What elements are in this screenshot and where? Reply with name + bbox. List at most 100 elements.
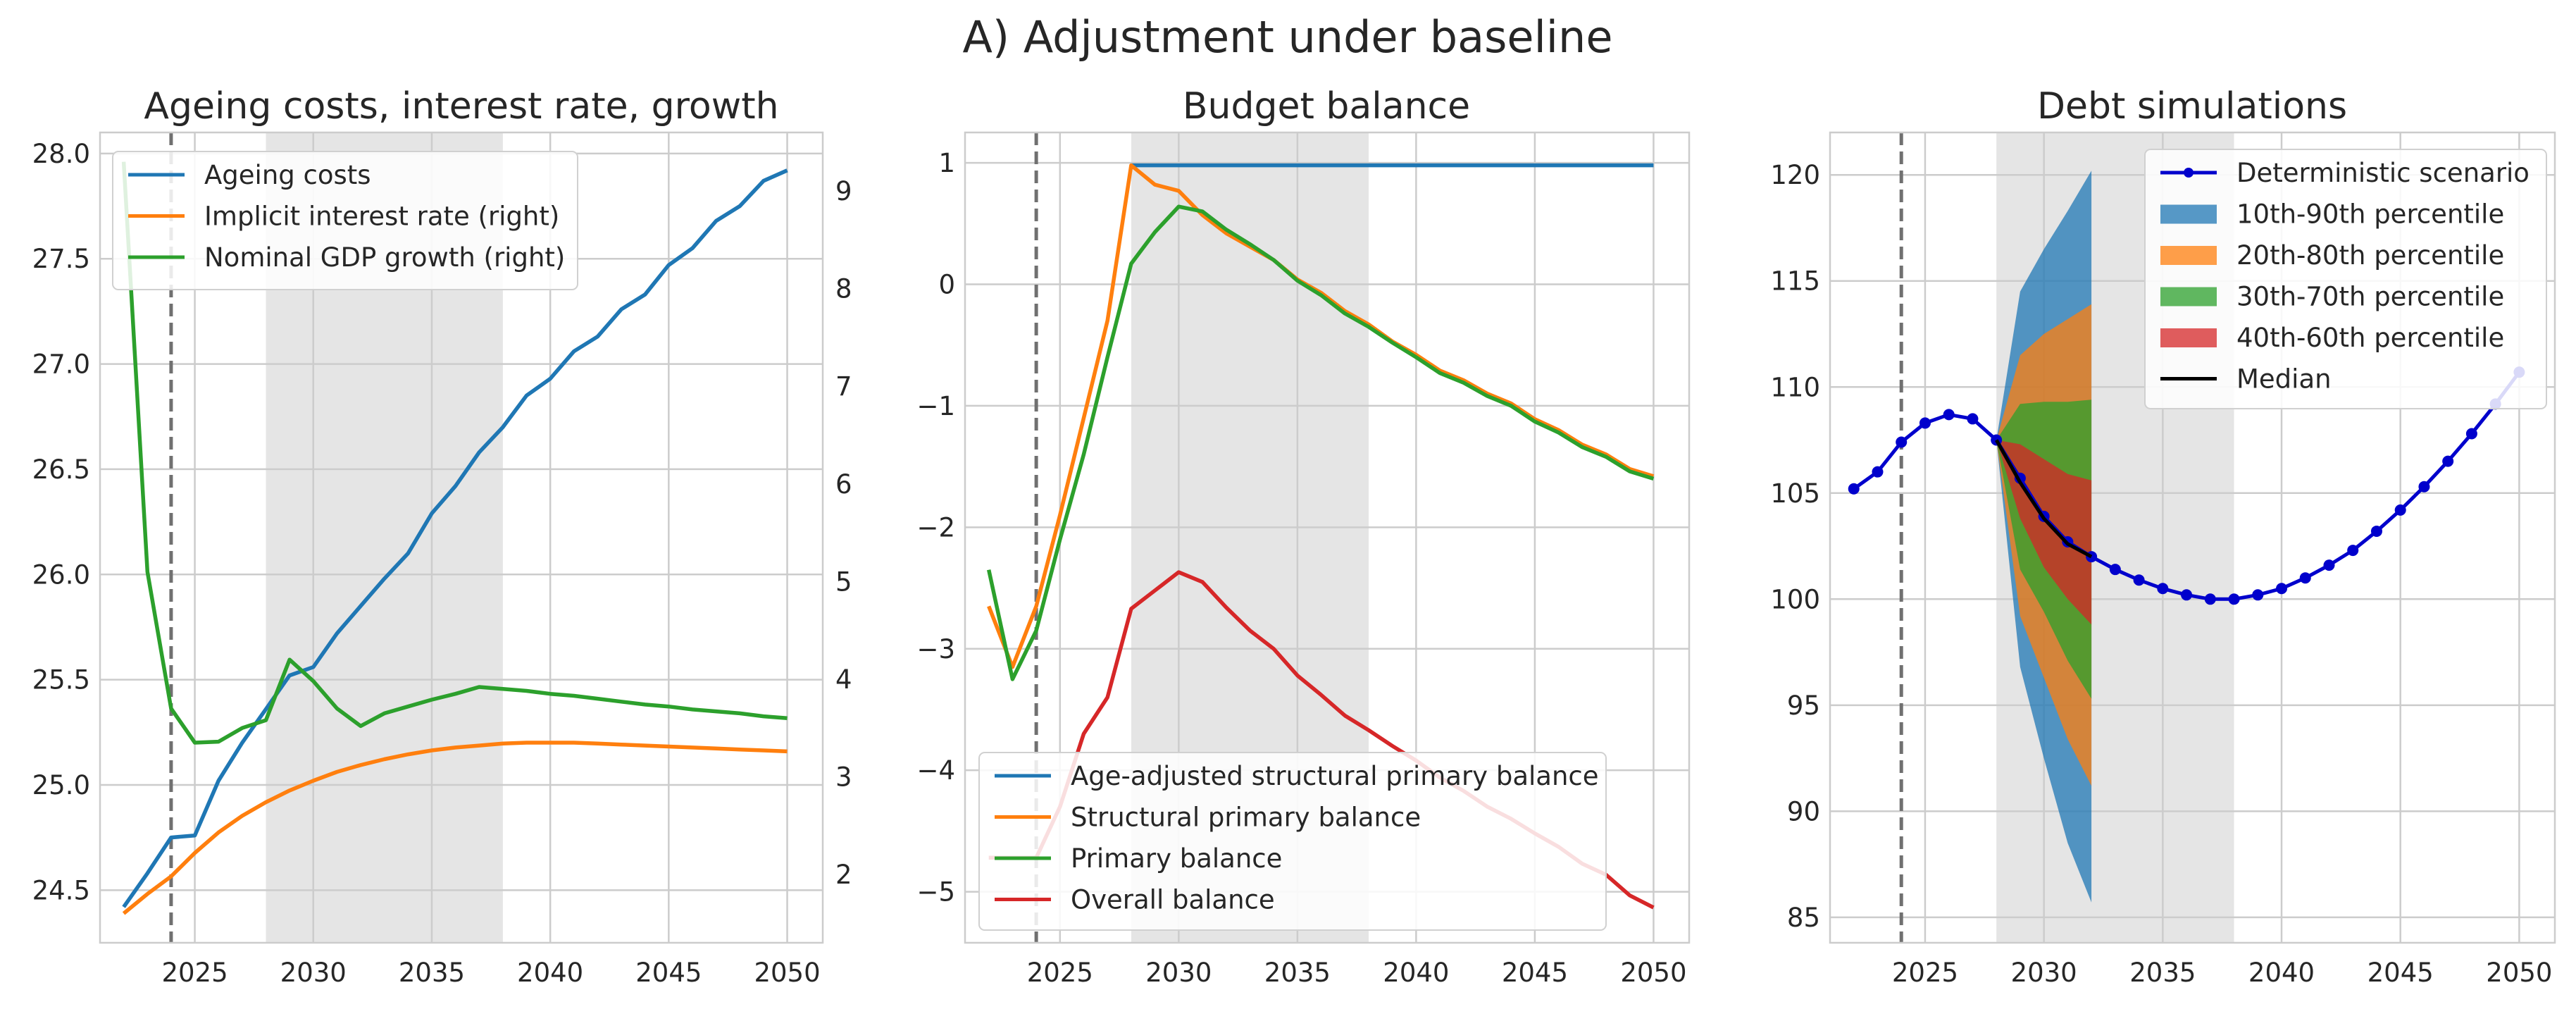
y-tick-label: 0	[938, 270, 955, 300]
fan-chart-bands	[1996, 171, 2092, 903]
x-tick-label: 2030	[1145, 958, 1212, 988]
x-tick-labels: 2025 2030 2035 2040 2045 2050	[1027, 958, 1687, 988]
y-tick-label: −3	[916, 634, 955, 664]
deterministic-point	[2299, 572, 2311, 584]
legend-label: Structural primary balance	[1071, 803, 1421, 833]
plot-frame	[99, 131, 824, 944]
deterministic-point	[2323, 559, 2335, 571]
y2-tick-label: 3	[835, 762, 852, 792]
y2-tick-label: 8	[835, 274, 852, 304]
series-lines	[121, 161, 788, 915]
y-tick-label: 26.5	[32, 454, 90, 485]
legend: Deterministic scenario 10th-90th percenti…	[2144, 149, 2547, 409]
x-tick-label: 2040	[1383, 958, 1449, 988]
y-tick-label: 27.5	[32, 244, 90, 274]
y-tick-label: 90	[1787, 796, 1820, 827]
y-tick-label: 27.0	[32, 349, 90, 380]
x-tick-label: 2025	[1027, 958, 1093, 988]
x-tick-label: 2035	[2129, 958, 2196, 988]
legend-swatch	[2160, 328, 2217, 347]
figure-title: A) Adjustment under baseline	[963, 11, 1613, 63]
series-line	[987, 204, 1655, 681]
y-tick-labels: 85 90 95 100 105 110 115 120	[1770, 160, 1820, 933]
y2-tick-label: 4	[835, 664, 852, 695]
y2-tick-label: 9	[835, 176, 852, 206]
y-tick-label: −1	[916, 391, 955, 421]
deterministic-point	[2442, 455, 2454, 467]
y-tick-label: 28.0	[32, 139, 90, 169]
plot-frame	[964, 131, 1691, 944]
y-tick-label: 120	[1770, 160, 1820, 190]
y-tick-label: 95	[1787, 691, 1820, 721]
x-tick-label: 2030	[280, 958, 347, 988]
legend-label: Nominal GDP growth (right)	[204, 242, 565, 273]
deterministic-point	[2465, 428, 2477, 440]
series-line	[122, 168, 788, 908]
y2-tick-label: 5	[835, 567, 852, 597]
deterministic-point	[1967, 413, 1979, 425]
legend-label: 30th-70th percentile	[2236, 282, 2504, 312]
y-tick-label: 1	[938, 148, 955, 178]
x-tick-label: 2050	[1620, 958, 1686, 988]
y-tick-label: 26.0	[32, 559, 90, 590]
series-lines	[1848, 366, 2525, 605]
deterministic-point	[2133, 574, 2145, 586]
y-tick-label: 115	[1770, 266, 1820, 297]
y-tick-labels: 24.5 25.0 25.5 26.0 26.5 27.0 27.5 28.0	[32, 139, 90, 905]
deterministic-point	[1872, 466, 1884, 478]
panel-title-ageing: Ageing costs, interest rate, growth	[144, 85, 778, 128]
y-tick-label: −5	[916, 877, 955, 908]
deterministic-point	[2109, 564, 2121, 576]
percentile-band	[1996, 440, 2092, 625]
legend-swatch	[2160, 246, 2217, 265]
deterministic-point	[2394, 504, 2406, 516]
y-tick-label: −2	[916, 512, 955, 543]
legend-label: Overall balance	[1071, 885, 1275, 915]
deterministic-point	[1896, 436, 1908, 448]
plot-frame	[1829, 131, 2556, 944]
y-tick-label: 25.5	[32, 665, 90, 695]
x-tick-label: 2045	[635, 958, 702, 988]
deterministic-point	[2157, 583, 2169, 595]
legend-frame	[112, 151, 578, 290]
legend-frame	[2144, 149, 2547, 409]
deterministic-point	[2276, 583, 2288, 595]
y-tick-label: −4	[916, 755, 955, 786]
x-tick-label: 2050	[754, 958, 820, 988]
x-tick-label: 2025	[1892, 958, 1958, 988]
legend-label: Age-adjusted structural primary balance	[1071, 761, 1599, 791]
legend-frame	[978, 752, 1607, 931]
legend-label: Implicit interest rate (right)	[204, 202, 559, 232]
legend-swatch	[2160, 287, 2217, 307]
panel-ageing-costs: Ageing costs, interest rate, growth 2025…	[32, 85, 852, 988]
panel-title-budget: Budget balance	[1183, 85, 1470, 128]
median-line	[1995, 439, 2093, 559]
legend-marker	[2184, 168, 2194, 178]
deterministic-point	[1919, 417, 1931, 429]
y-tick-label: 100	[1770, 584, 1820, 614]
deterministic-point	[2204, 593, 2216, 605]
y-tick-label: 105	[1770, 478, 1820, 509]
panel-debt-simulations: Debt simulations 2025 2030 2035 2040 2045 205…	[1770, 85, 2556, 988]
legend-label: Ageing costs	[204, 160, 371, 190]
x-tick-label: 2040	[2248, 958, 2315, 988]
y2-tick-label: 7	[835, 371, 852, 402]
panel-title-debt: Debt simulations	[2037, 85, 2347, 128]
legend-label: 20th-80th percentile	[2236, 240, 2504, 271]
deterministic-point	[1848, 483, 1860, 495]
x-tick-label: 2035	[399, 958, 465, 988]
series-line	[121, 161, 788, 745]
legend-label: Median	[2236, 364, 2332, 395]
y-tick-label: 24.5	[32, 875, 90, 905]
deterministic-point	[2370, 525, 2382, 537]
y2-tick-label: 2	[835, 860, 852, 890]
y-tick-labels: −5 −4 −3 −2 −1 0 1	[916, 148, 955, 907]
legend-label: 10th-90th percentile	[2236, 199, 2504, 230]
legend-swatch	[2160, 204, 2217, 224]
legend-label: Deterministic scenario	[2236, 158, 2530, 188]
x-tick-label: 2030	[2011, 958, 2077, 988]
deterministic-point	[2228, 593, 2240, 605]
series-line	[987, 163, 1655, 669]
x-tick-label: 2035	[1264, 958, 1331, 988]
